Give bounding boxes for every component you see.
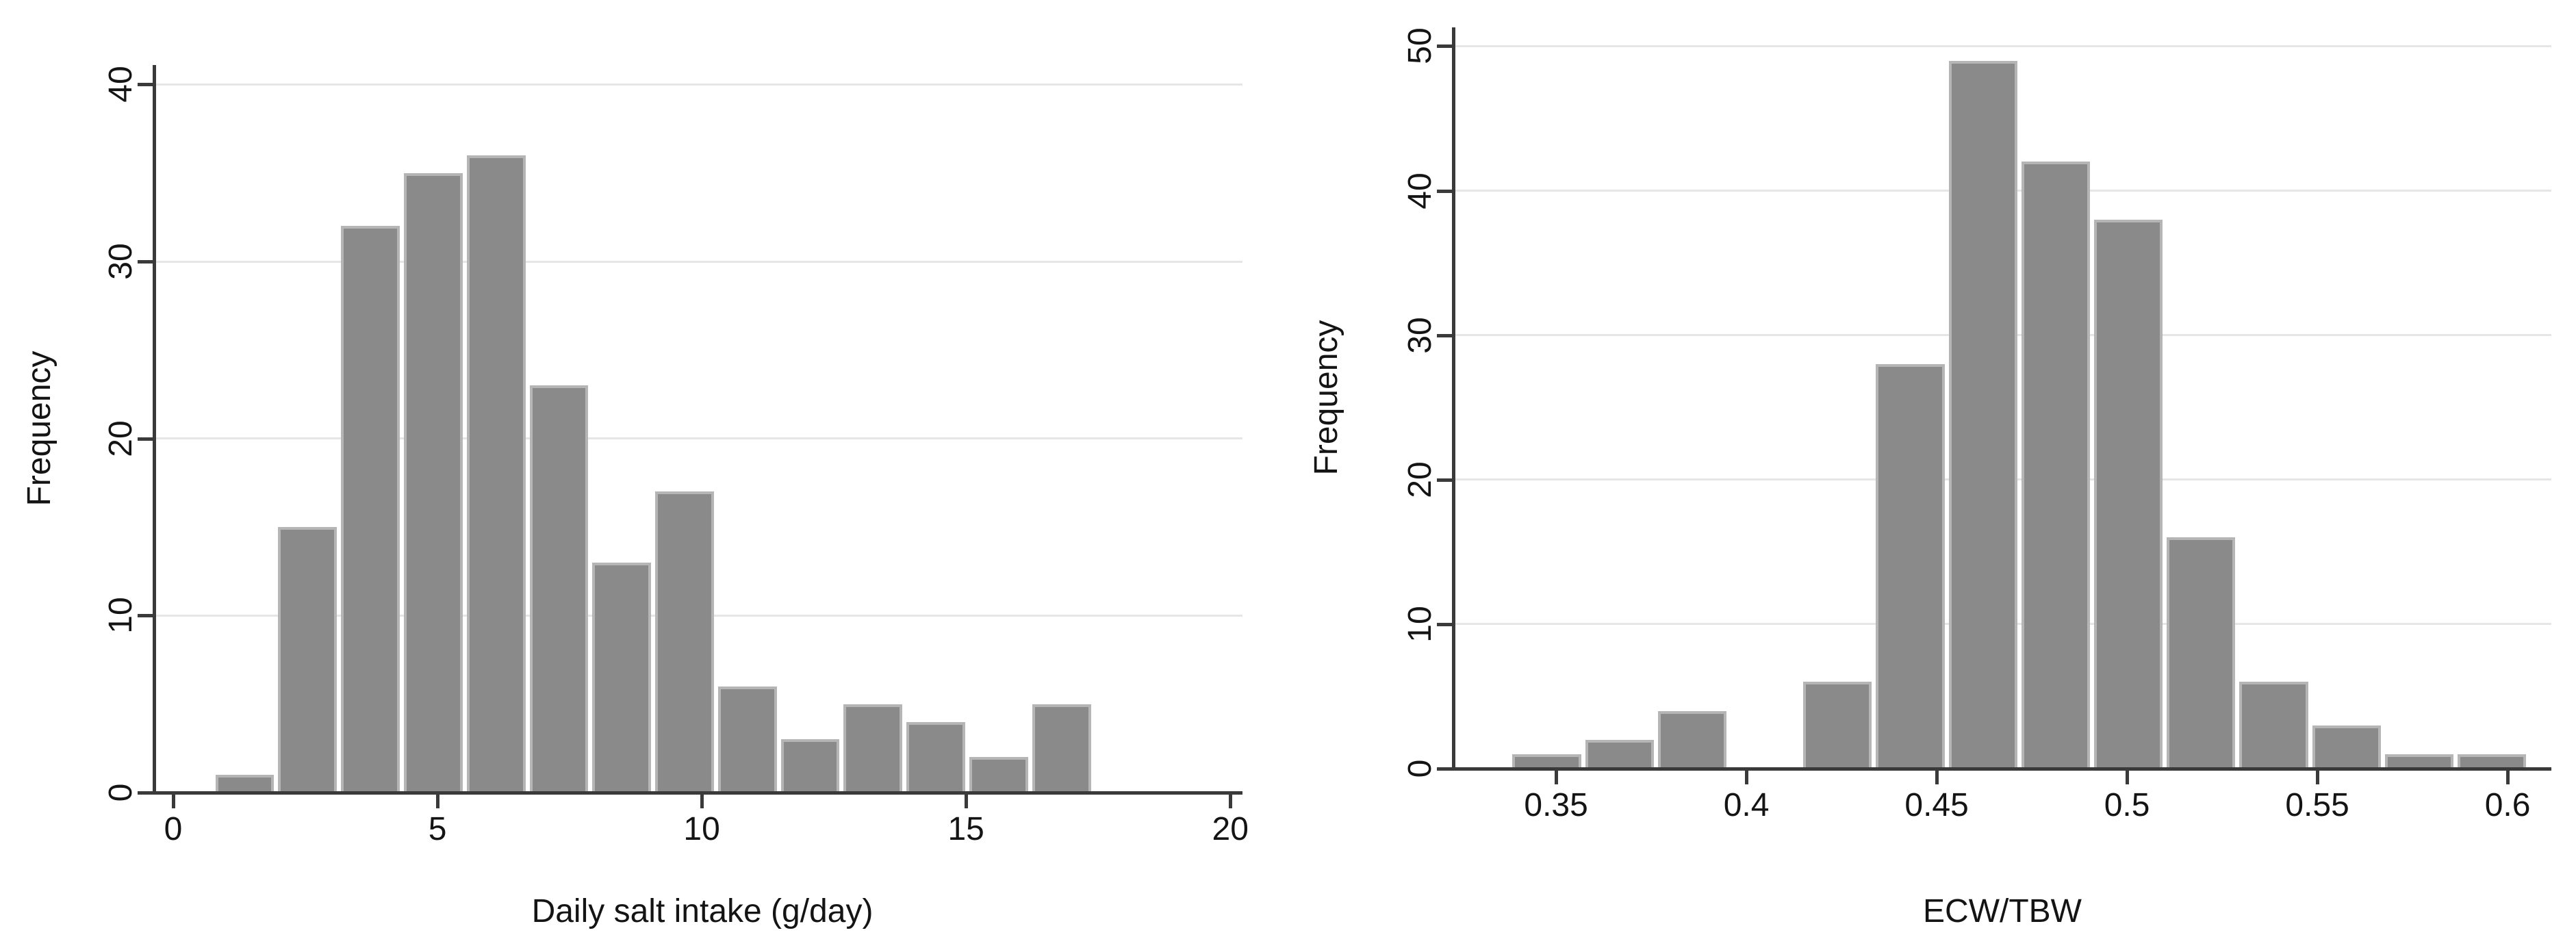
histogram-bar: [2457, 754, 2527, 769]
x-tick: [700, 795, 704, 808]
y-tick: [1437, 44, 1452, 49]
y-tick: [1437, 478, 1452, 482]
x-tick-label: 0.55: [2285, 787, 2349, 823]
y-tick-label: 0: [103, 783, 139, 802]
histogram-bar: [2384, 754, 2453, 769]
y-tick: [138, 83, 153, 87]
y-tick: [1437, 767, 1452, 771]
x-tick-label: 0.6: [2484, 787, 2531, 823]
histogram-bar: [2167, 537, 2236, 769]
histogram-bar: [717, 686, 777, 793]
x-tick: [1555, 771, 1559, 784]
histogram-bar: [1803, 682, 1872, 769]
histogram-bar: [1512, 754, 1581, 769]
x-tick-label: 0.45: [1904, 787, 1969, 823]
y-axis-title: Frequency: [21, 350, 58, 506]
y-tick-label: 10: [1402, 606, 1438, 643]
histogram-bar: [1876, 363, 1945, 769]
x-tick: [1745, 771, 1749, 784]
histogram-bar: [655, 491, 714, 793]
y-tick-label: 40: [1402, 172, 1438, 209]
histogram-bar: [529, 385, 589, 793]
x-tick: [1935, 771, 1939, 784]
histogram-bar: [1948, 60, 2017, 769]
y-tick-label: 30: [1402, 316, 1438, 354]
y-tick-label: 30: [103, 243, 139, 280]
y-tick-label: 10: [103, 597, 139, 634]
histogram-bar: [843, 704, 903, 793]
gridline-y-40: [154, 83, 1242, 86]
histogram-bar: [2239, 682, 2308, 769]
x-axis-title: ECW/TBW: [1923, 893, 2082, 929]
x-tick-label: 0.5: [2104, 787, 2150, 823]
x-tick-label: 5: [428, 811, 447, 847]
x-tick: [1229, 795, 1233, 808]
x-tick-label: 10: [683, 811, 720, 847]
y-tick-label: 0: [1402, 759, 1438, 778]
histogram-bar: [969, 757, 1028, 793]
histogram-bar: [906, 721, 965, 793]
x-tick: [965, 795, 969, 808]
x-tick-label: 15: [947, 811, 984, 847]
histogram-bar: [1032, 704, 1091, 793]
histogram-bar: [2021, 162, 2090, 769]
y-tick: [138, 614, 153, 618]
x-tick: [2126, 771, 2130, 784]
y-tick: [138, 791, 153, 795]
histogram-bar: [466, 155, 526, 793]
x-tick: [172, 795, 175, 808]
histogram-bar: [2093, 219, 2163, 769]
histogram-bar: [215, 775, 275, 793]
y-tick: [1437, 622, 1452, 626]
x-axis-line: [1452, 767, 2551, 771]
gridline-y-50: [1453, 44, 2551, 47]
x-tick-label: 20: [1212, 811, 1249, 847]
y-tick: [138, 437, 153, 441]
x-tick-label: 0.35: [1524, 787, 1588, 823]
x-tick: [2506, 771, 2510, 784]
y-axis-line: [1452, 27, 1455, 771]
x-tick-label: 0: [164, 811, 183, 847]
y-tick: [1437, 189, 1452, 193]
y-tick-label: 50: [1402, 27, 1438, 65]
histogram-bar: [404, 172, 463, 793]
histogram-bar: [341, 226, 400, 793]
x-axis-line: [153, 791, 1242, 795]
histogram-bar: [278, 527, 337, 793]
histogram-bar: [780, 739, 840, 793]
y-tick-label: 20: [103, 420, 139, 457]
x-tick: [436, 795, 440, 808]
histogram-bar: [1585, 739, 1654, 769]
gridline-y-20: [154, 437, 1242, 440]
x-tick: [2316, 771, 2320, 784]
y-tick: [138, 260, 153, 264]
gridline-y-30: [154, 260, 1242, 263]
histogram-bar: [592, 562, 652, 793]
y-tick-label: 40: [103, 66, 139, 103]
histogram-bar: [1657, 710, 1726, 769]
x-axis-title: Daily salt intake (g/day): [531, 893, 873, 929]
y-axis-title: Frequency: [1308, 320, 1344, 476]
y-tick-label: 20: [1402, 461, 1438, 498]
y-tick: [1437, 333, 1452, 337]
x-tick-label: 0.4: [1723, 787, 1770, 823]
histogram-bar: [2312, 725, 2381, 769]
y-axis-line: [153, 65, 156, 795]
